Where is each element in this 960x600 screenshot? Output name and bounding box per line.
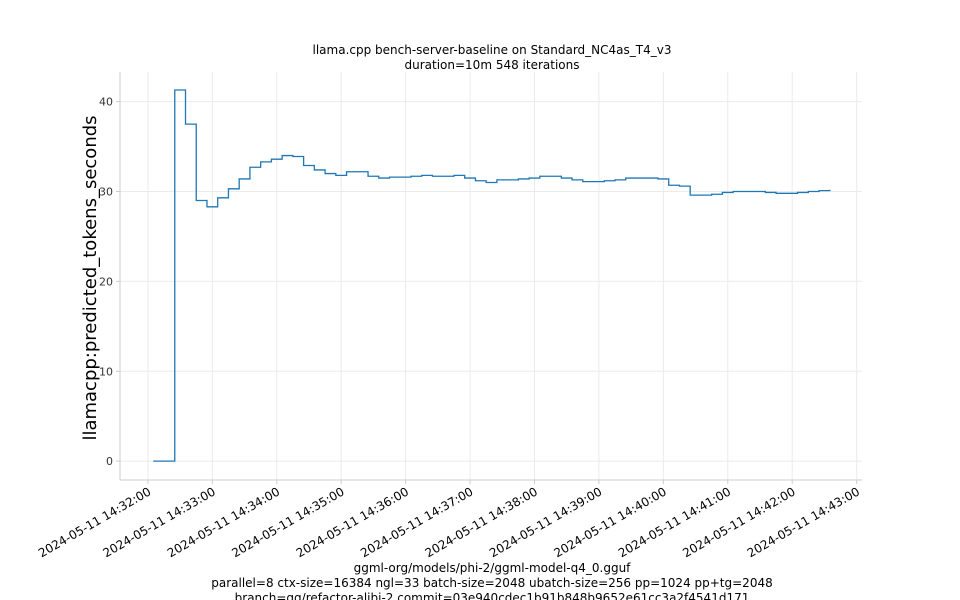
y-tick-label: 0 xyxy=(106,455,113,468)
y-tick-label: 20 xyxy=(99,275,113,288)
x-tick-label: 2024-05-11 14:41:00 xyxy=(616,484,733,560)
x-tick-label: 2024-05-11 14:42:00 xyxy=(680,484,797,560)
y-tick-label: 30 xyxy=(99,186,113,199)
x-tick-label: 2024-05-11 14:34:00 xyxy=(165,484,282,560)
x-tick-label: 2024-05-11 14:32:00 xyxy=(36,484,153,560)
x-tick-label: 2024-05-11 14:43:00 xyxy=(745,484,862,560)
x-tick-label: 2024-05-11 14:40:00 xyxy=(551,484,668,560)
footer-line: branch=gg/refactor-alibi-2 commit=03e940… xyxy=(235,591,750,600)
x-tick-label: 2024-05-11 14:38:00 xyxy=(423,484,540,560)
x-tick-label: 2024-05-11 14:33:00 xyxy=(100,484,217,560)
footer-line: ggml-org/models/phi-2/ggml-model-q4_0.gg… xyxy=(354,561,632,575)
y-axis-label: llamacpp:predicted_tokens_seconds xyxy=(80,115,101,440)
x-tick-label: 2024-05-11 14:37:00 xyxy=(358,484,475,560)
x-tick-label: 2024-05-11 14:39:00 xyxy=(487,484,604,560)
y-tick-label: 40 xyxy=(99,96,113,109)
x-tick-label: 2024-05-11 14:36:00 xyxy=(294,484,411,560)
y-tick-label: 10 xyxy=(99,365,113,378)
chart-subtitle: duration=10m 548 iterations xyxy=(405,58,580,72)
data-line xyxy=(153,89,831,462)
footer-line: parallel=8 ctx-size=16384 ngl=33 batch-s… xyxy=(211,576,772,590)
x-tick-label: 2024-05-11 14:35:00 xyxy=(229,484,346,560)
chart-title: llama.cpp bench-server-baseline on Stand… xyxy=(313,43,672,57)
